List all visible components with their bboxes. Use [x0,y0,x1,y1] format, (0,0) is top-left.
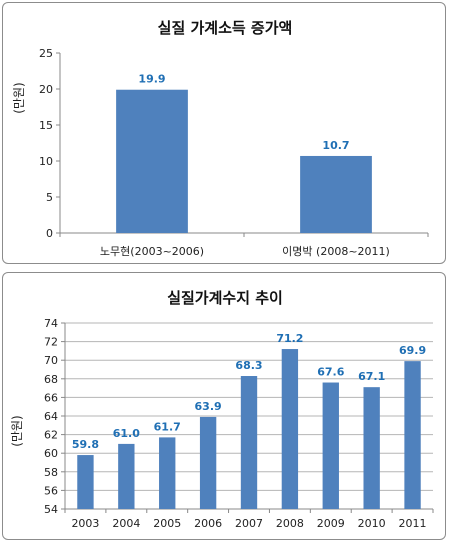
bar [240,376,258,509]
data-label: 69.9 [399,344,426,357]
x-tick-label: 2011 [399,517,427,530]
data-label: 71.2 [276,332,303,345]
data-label: 10.7 [322,139,349,152]
data-label: 19.9 [138,73,165,86]
data-label: 61.0 [113,427,140,440]
y-tick-label: 64 [44,410,58,423]
bar [404,361,421,509]
y-tick-label: 62 [44,429,58,442]
chart-panel-household: 실질가계수지 추이 (만원) 54 56 58 60 62 64 66 68 70 72 74 59.… [2,272,446,540]
bar [116,89,188,233]
data-label: 67.1 [358,370,385,383]
x-tick-label: 이명박 (2008~2011) [282,245,390,258]
y-tick-label: 15 [39,119,53,132]
y-axis-label: (만원) [12,82,26,113]
chart-panel-income: 실질 가계소득 증가액 (만원) 0 5 10 15 20 25 19.9 노무현(2003~… [2,2,446,264]
bar [159,437,176,509]
y-tick-label: 25 [39,47,53,60]
y-tick-label: 70 [44,354,58,367]
x-tick-label: 2009 [317,517,345,530]
bar [77,455,94,509]
bar [363,387,380,509]
bar [322,382,339,509]
data-label: 59.8 [72,438,99,451]
y-axis-label: (만원) [10,415,24,446]
y-tick-label: 10 [39,155,53,168]
x-tick-label: 2003 [71,517,99,530]
x-tick-label: 2007 [235,517,263,530]
y-tick-label: 58 [44,466,58,479]
x-tick-label: 2010 [358,517,386,530]
bar [300,155,372,233]
y-tick-label: 72 [44,336,58,349]
y-tick-label: 0 [46,227,53,240]
x-tick-label: 2006 [194,517,222,530]
data-label: 61.7 [154,420,181,433]
data-label: 67.6 [317,366,344,379]
x-tick-label: 2004 [112,517,140,530]
chart-title: 실질 가계소득 증가액 [158,19,293,37]
y-tick-label: 66 [44,391,58,404]
x-tick-label: 2008 [276,517,304,530]
income-chart-svg: 실질 가계소득 증가액 (만원) 0 5 10 15 20 25 19.9 노무현(2003~… [12,19,429,258]
y-tick-label: 74 [44,317,58,330]
data-label: 63.9 [195,400,222,413]
y-tick-label: 56 [44,484,58,497]
y-tick-label: 68 [44,373,58,386]
x-tick-label: 노무현(2003~2006) [100,245,204,258]
chart-title: 실질가계수지 추이 [167,289,283,307]
bar [281,349,299,509]
data-label: 68.3 [235,359,262,372]
bar [118,443,135,509]
y-tick-label: 60 [44,447,58,460]
y-tick-label: 5 [46,191,53,204]
bar [199,416,217,509]
x-tick-label: 2005 [153,517,181,530]
y-tick-label: 54 [44,503,58,516]
y-tick-label: 20 [39,83,53,96]
household-chart-svg: 실질가계수지 추이 (만원) 54 56 58 60 62 64 66 68 70 72 74 59.… [10,289,434,530]
